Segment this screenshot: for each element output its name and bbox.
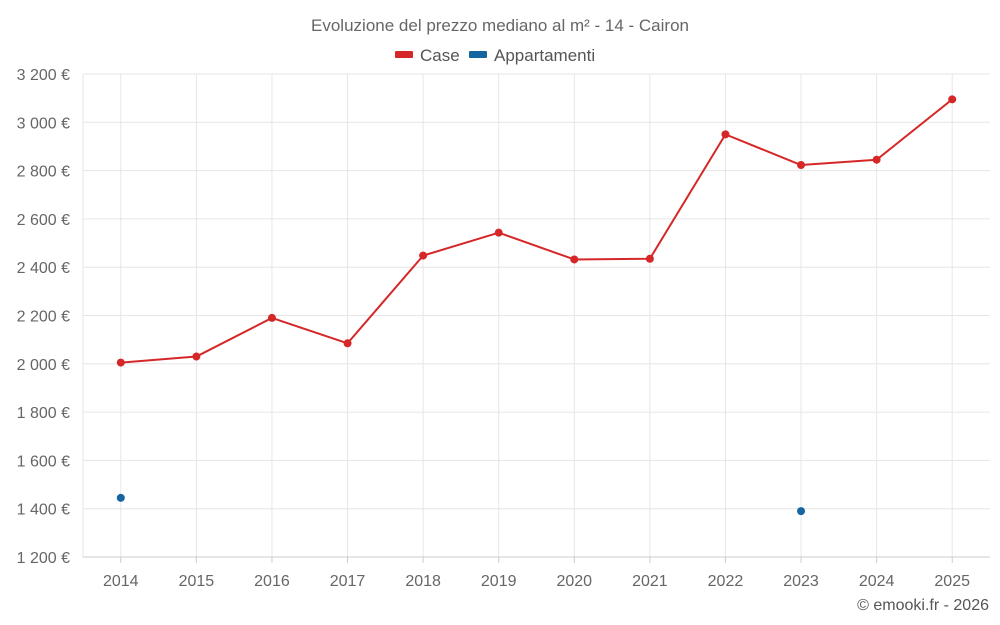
data-point-case-2016[interactable] <box>267 313 276 322</box>
data-point-case-2020[interactable] <box>570 255 579 264</box>
data-point-case-2015[interactable] <box>192 352 201 361</box>
data-point-case-2023[interactable] <box>797 161 806 170</box>
series-line-case <box>120 98 953 364</box>
y-tick-label: 1 800 € <box>17 405 70 422</box>
data-point-case-2019[interactable] <box>494 228 503 237</box>
y-tick-labels: 1 200 € 1 400 € 1 600 € 1 800 € 2 000 € 2 200… <box>17 67 70 567</box>
data-point-appartamenti-2014[interactable] <box>116 493 125 502</box>
y-tick-label: 1 600 € <box>17 453 70 470</box>
x-tick-label: 2017 <box>330 573 366 590</box>
data-point-case-2014[interactable] <box>116 358 125 367</box>
data-point-case-2024[interactable] <box>872 155 881 164</box>
series <box>116 95 957 516</box>
y-tick-label: 2 400 € <box>17 260 70 277</box>
data-point-case-2021[interactable] <box>645 254 654 263</box>
y-tick-label: 2 800 € <box>17 164 70 181</box>
legend-label-appartamenti: Appartamenti <box>494 46 595 65</box>
legend-label-case: Case <box>420 46 460 65</box>
series-appartamenti <box>116 493 806 516</box>
x-tick-label: 2025 <box>934 573 970 590</box>
x-tick-label: 2022 <box>708 573 744 590</box>
y-tick-label: 1 200 € <box>17 550 70 567</box>
legend-item-case[interactable]: Case <box>395 46 460 65</box>
y-tick-label: 2 600 € <box>17 212 70 229</box>
data-point-case-2018[interactable] <box>419 251 428 260</box>
axes <box>82 74 990 563</box>
x-tick-label: 2021 <box>632 573 668 590</box>
x-tick-label: 2015 <box>179 573 215 590</box>
x-tick-label: 2018 <box>405 573 441 590</box>
x-tick-label: 2023 <box>783 573 819 590</box>
y-tick-label: 1 400 € <box>17 502 70 519</box>
legend-swatch-case <box>395 51 413 58</box>
x-tick-label: 2024 <box>859 573 895 590</box>
y-tick-label: 3 000 € <box>17 115 70 132</box>
legend-item-appartamenti[interactable]: Appartamenti <box>469 46 595 65</box>
series-case <box>116 95 957 367</box>
credit-text: © emooki.fr - 2026 <box>857 597 989 614</box>
x-tick-labels: 2014 2015 2016 2017 2018 2019 2020 2021 2022 2023… <box>103 573 970 590</box>
x-tick-label: 2016 <box>254 573 290 590</box>
x-tick-label: 2014 <box>103 573 139 590</box>
y-tick-label: 2 000 € <box>17 357 70 374</box>
data-point-case-2017[interactable] <box>343 339 352 348</box>
y-tick-label: 2 200 € <box>17 309 70 326</box>
legend: Case Appartamenti <box>395 46 595 65</box>
data-point-appartamenti-2023[interactable] <box>797 507 806 516</box>
legend-swatch-appartamenti <box>469 51 487 58</box>
y-tick-label: 3 200 € <box>17 67 70 84</box>
x-tick-label: 2020 <box>556 573 592 590</box>
data-point-case-2025[interactable] <box>948 95 957 104</box>
data-point-case-2022[interactable] <box>721 130 730 139</box>
x-tick-label: 2019 <box>481 573 517 590</box>
chart-title: Evoluzione del prezzo mediano al m² - 14… <box>311 16 689 35</box>
grid <box>83 73 990 557</box>
